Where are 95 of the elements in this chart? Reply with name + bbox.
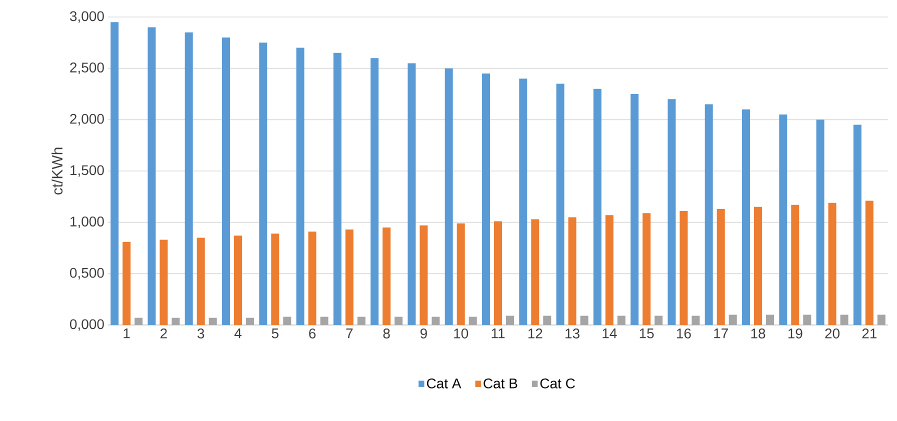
bar	[482, 73, 490, 325]
x-tick-label: 12	[528, 328, 542, 338]
bar	[766, 314, 774, 325]
bar	[840, 314, 848, 325]
bar	[617, 316, 626, 325]
bar	[704, 104, 713, 325]
bar	[320, 316, 328, 325]
y-tick-label: 1,000	[70, 216, 104, 228]
bar	[456, 223, 465, 325]
bar	[208, 318, 217, 325]
bar	[494, 221, 502, 325]
bar	[271, 234, 280, 325]
bar	[148, 27, 156, 325]
bar	[308, 232, 316, 325]
bar	[408, 63, 416, 325]
bar	[296, 48, 304, 325]
bar	[196, 238, 205, 325]
y-axis-title: ct/KWh	[52, 148, 63, 195]
x-tick-label: 6	[309, 328, 316, 338]
bar	[531, 219, 540, 325]
x-tick-label: 13	[566, 328, 580, 338]
x-tick-label: 20	[825, 328, 840, 338]
x-tick-label: 17	[714, 328, 728, 338]
bar	[110, 22, 119, 325]
bar	[668, 99, 676, 325]
bar	[692, 316, 700, 325]
bar	[791, 204, 800, 325]
y-tick-label: 0,000	[70, 319, 104, 331]
bar	[754, 206, 762, 325]
bar	[444, 68, 453, 325]
y-tick-label: 2,500	[70, 62, 104, 74]
y-tick-label: 0,500	[70, 268, 104, 280]
x-tick-label: 16	[677, 328, 691, 338]
bar	[654, 316, 663, 325]
x-tick-label: 4	[234, 328, 242, 338]
bar	[556, 84, 564, 325]
bar	[506, 316, 514, 325]
bar	[134, 318, 143, 325]
bar	[580, 316, 588, 325]
bar	[593, 88, 602, 325]
legend-label: Cat B	[484, 378, 518, 388]
y-tick-label: 1,500	[70, 165, 104, 177]
bar	[816, 120, 824, 325]
x-tick-label: 11	[492, 328, 505, 338]
x-tick-label: 14	[602, 328, 617, 338]
bar	[828, 202, 836, 325]
bar	[865, 200, 874, 325]
x-tick-label: 19	[788, 328, 802, 338]
bar	[172, 318, 180, 325]
x-tick-label: 2	[160, 328, 167, 338]
bar	[543, 316, 552, 325]
bar	[122, 242, 131, 325]
bar	[283, 316, 292, 325]
x-tick-label: 9	[420, 328, 427, 338]
x-tick-label: 18	[751, 328, 766, 338]
x-tick-label: 8	[383, 328, 390, 338]
bar	[630, 94, 639, 325]
y-tick-label: 3,000	[70, 11, 104, 23]
bar	[370, 58, 379, 325]
bar	[742, 109, 750, 325]
bar	[519, 78, 528, 325]
bar	[853, 124, 862, 325]
bar	[420, 225, 428, 325]
bar	[160, 240, 168, 325]
bar	[222, 38, 230, 325]
bar	[728, 314, 737, 325]
bar	[234, 236, 242, 325]
bar	[642, 213, 651, 325]
bar	[246, 318, 254, 325]
x-tick-label: 15	[640, 328, 654, 338]
bar	[877, 314, 886, 325]
bar	[680, 211, 688, 325]
bar	[568, 217, 576, 325]
bar	[779, 114, 788, 325]
bar	[184, 32, 193, 325]
y-tick-label: 2,000	[70, 114, 104, 126]
bar	[803, 314, 812, 325]
bar	[382, 227, 391, 325]
x-tick-label: 5	[272, 328, 278, 338]
legend-label: Cat C	[540, 378, 575, 388]
bar	[716, 208, 725, 325]
legend-label: Cat A	[426, 378, 462, 388]
x-tick-label: 10	[454, 328, 468, 338]
bar	[432, 316, 440, 325]
x-tick-label: 7	[346, 328, 353, 338]
bar	[394, 316, 403, 325]
bar	[605, 215, 614, 325]
x-tick-label: 1	[124, 328, 130, 338]
bar	[259, 42, 268, 325]
bar	[468, 316, 477, 325]
x-tick-label: 21	[862, 328, 877, 338]
x-tick-label: 3	[198, 328, 204, 338]
bar	[333, 52, 342, 325]
bar	[345, 230, 354, 325]
bar	[357, 316, 366, 325]
